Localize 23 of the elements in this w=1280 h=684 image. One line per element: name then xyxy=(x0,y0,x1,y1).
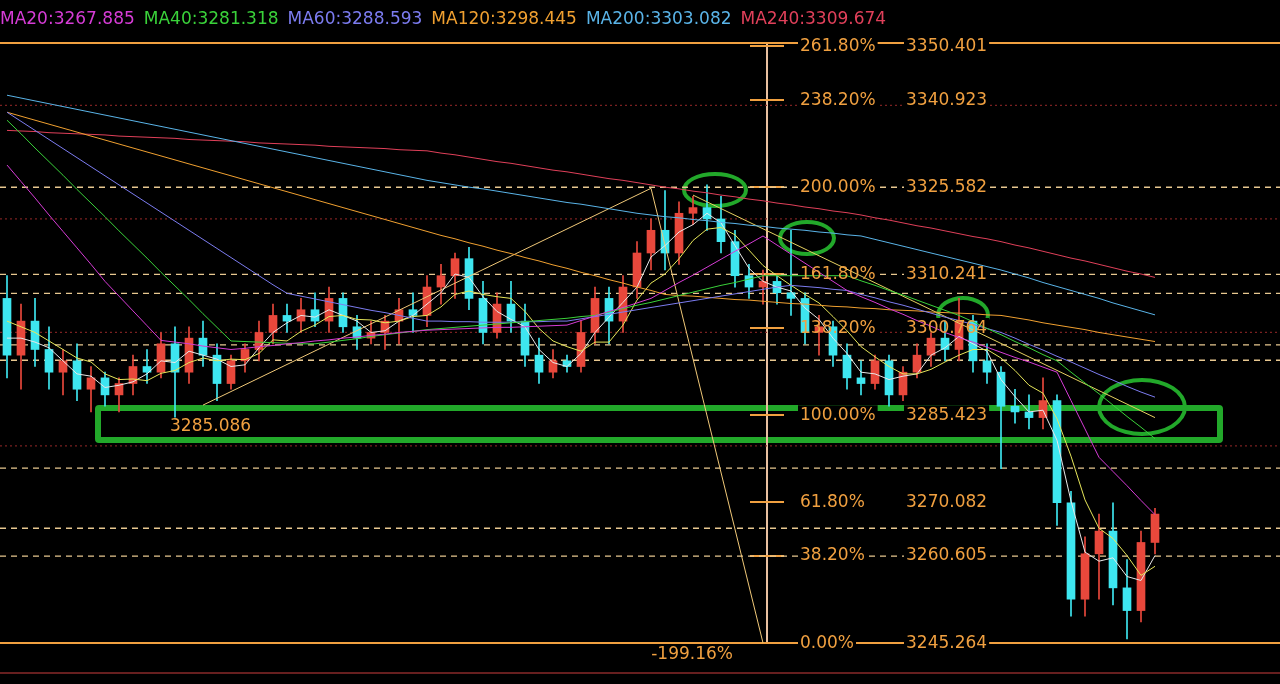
text: MA40:3281.318 xyxy=(143,8,279,28)
y-tick-label: 3340.923 xyxy=(906,88,988,109)
y2-tick-label: 200.00% xyxy=(800,175,876,196)
annotation: -199.16% xyxy=(651,642,733,663)
y-tick-label: 3325.582 xyxy=(906,175,988,196)
y-tick-label: 3260.605 xyxy=(906,544,988,565)
y-tick-label: 3285.423 xyxy=(906,403,988,424)
y2-tick-label: 261.80% xyxy=(800,34,876,55)
text: MA20:3267.885 xyxy=(0,8,135,28)
y2-tick-label: 38.20% xyxy=(800,544,865,565)
text: MA60:3288.593 xyxy=(287,8,423,28)
text: MA120:3298.445 xyxy=(431,8,577,28)
y2-tick-label: 0.00% xyxy=(800,631,855,652)
y2-tick-label: 238.20% xyxy=(800,88,876,109)
y-tick-label: 3350.401 xyxy=(906,34,988,55)
y-tick-label: 3245.264 xyxy=(906,631,988,652)
y-tick-label: 3270.082 xyxy=(906,490,988,511)
y-tick-label: 3310.241 xyxy=(906,262,988,283)
text: MA200:3303.082 xyxy=(585,8,732,28)
annotation: 3285.086 xyxy=(170,414,252,435)
y2-tick-label: 100.00% xyxy=(800,403,876,424)
text: MA240:3309.674 xyxy=(740,8,887,28)
y2-tick-label: 61.80% xyxy=(800,490,865,511)
